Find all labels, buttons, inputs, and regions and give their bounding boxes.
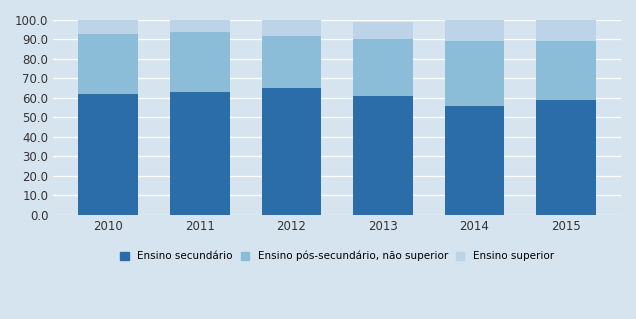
Legend: Ensino secundário, Ensino pós-secundário, não superior, Ensino superior: Ensino secundário, Ensino pós-secundário…	[117, 248, 557, 264]
Bar	[536, 41, 596, 100]
Bar	[261, 88, 321, 215]
Bar	[353, 40, 413, 96]
Bar	[170, 32, 230, 92]
Bar	[353, 96, 413, 215]
Bar	[445, 41, 504, 106]
Bar	[78, 94, 138, 215]
Bar	[261, 36, 321, 88]
Bar	[261, 20, 321, 36]
Bar	[445, 20, 504, 41]
Bar	[78, 33, 138, 94]
Bar	[170, 92, 230, 215]
Bar	[536, 100, 596, 215]
Bar	[78, 20, 138, 33]
Bar	[353, 22, 413, 40]
Bar	[536, 20, 596, 41]
Bar	[170, 20, 230, 32]
Bar	[445, 106, 504, 215]
